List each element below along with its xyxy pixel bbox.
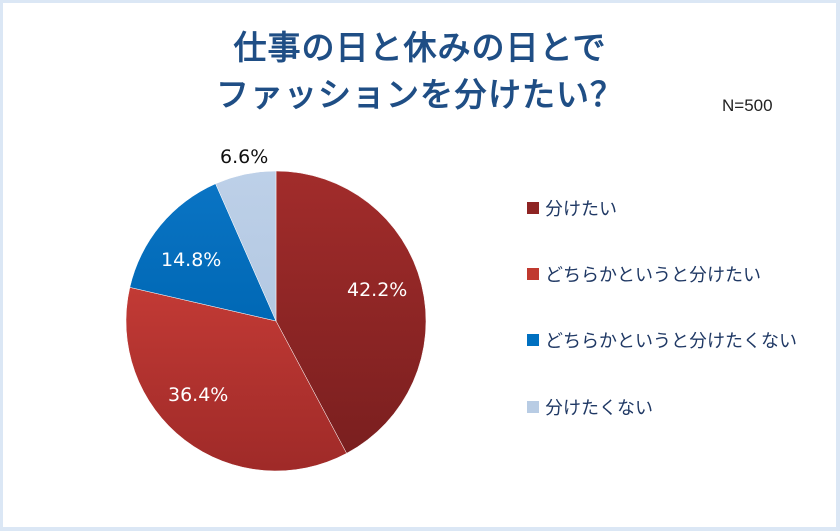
title-line-2: ファッションを分けたい？ xyxy=(216,75,624,114)
data-label-wake-taku-nai: 6.6% xyxy=(220,146,269,168)
pie-slice-wake-tai xyxy=(275,170,427,454)
legend-label: どちらかというと分けたくない xyxy=(545,331,797,352)
legend-swatch-icon xyxy=(527,334,539,346)
data-label-dochiraka-wake-tai: 36.4% xyxy=(168,384,229,406)
legend-item-wake-taku-nai: 分けたくない xyxy=(527,394,653,420)
legend-label: どちらかというと分けたい xyxy=(545,265,761,286)
sample-size-label: N=500 xyxy=(722,96,773,115)
data-label-wake-tai: 42.2% xyxy=(347,279,408,301)
legend-label: 分けたくない xyxy=(545,398,653,419)
data-label-dochiraka-wake-taku-nai: 14.8% xyxy=(161,249,222,271)
title-line-1: 仕事の日と休みの日とで xyxy=(233,28,607,67)
legend-swatch-icon xyxy=(527,202,539,214)
chart-title: 仕事の日と休みの日とで ファッションを分けたい？ xyxy=(0,24,840,118)
legend-item-wake-tai: 分けたい xyxy=(527,195,617,221)
legend-item-dochiraka-wake-tai: どちらかというと分けたい xyxy=(527,261,761,287)
pie-slice-dochiraka-wake-tai xyxy=(125,287,347,472)
legend-label: 分けたい xyxy=(545,199,617,220)
legend-swatch-icon xyxy=(527,268,539,280)
legend-item-dochiraka-wake-taku-nai: どちらかというと分けたくない xyxy=(527,327,797,353)
pie-slice-wake-taku-nai xyxy=(215,170,277,322)
legend-swatch-icon xyxy=(527,401,539,413)
pie-slice-dochiraka-wake-taku-nai xyxy=(129,183,277,322)
